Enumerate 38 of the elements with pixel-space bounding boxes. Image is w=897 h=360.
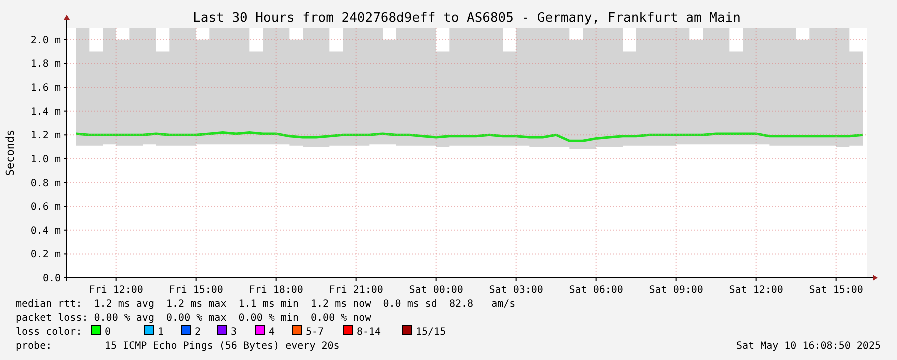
y-tick-label: 1.6 m bbox=[30, 83, 61, 94]
chart-title: Last 30 Hours from 2402768d9eff to AS6805 - Germany, Frankfurt am Main bbox=[193, 11, 741, 26]
line-series bbox=[75, 132, 864, 142]
y-tick-label: 1.8 m bbox=[30, 59, 61, 70]
text: 15/15 bbox=[416, 327, 446, 338]
y-tick-label: 2.0 m bbox=[30, 35, 61, 46]
text: packet loss: 0.00 % avg 0.00 % max 0.00 % min 0.00 % now bbox=[16, 313, 372, 324]
x-tick-label: Sat 15:00 bbox=[809, 285, 864, 296]
x-tick-label: Sat 03:00 bbox=[489, 285, 544, 296]
text: 1 bbox=[158, 327, 164, 338]
x-tick-label: Fri 21:00 bbox=[329, 285, 384, 296]
text: 3 bbox=[231, 327, 238, 338]
text: 4 bbox=[269, 327, 276, 338]
x-tick-label: Fri 18:00 bbox=[249, 285, 304, 296]
y-tick-label: 0.2 m bbox=[30, 250, 61, 261]
text: 15 ICMP Echo Pings (56 Bytes) every 20s bbox=[105, 341, 340, 352]
y-tick-label: 0.0 bbox=[42, 274, 61, 284]
y-tick-label: 0.8 m bbox=[30, 178, 61, 190]
text: 0 bbox=[105, 327, 112, 338]
text: 5-7 bbox=[306, 327, 324, 338]
y-axis-title: Seconds bbox=[4, 130, 17, 176]
x-tick-label: Sat 06:00 bbox=[569, 285, 624, 296]
text: 2 bbox=[195, 327, 202, 338]
text: 8-14 bbox=[357, 327, 382, 338]
y-tick-label: 1.4 m bbox=[30, 106, 61, 118]
text: Sat May 10 16:08:50 2025 bbox=[736, 341, 881, 352]
y-tick-label: 0.4 m bbox=[30, 226, 61, 237]
x-tick-label: Sat 09:00 bbox=[649, 285, 704, 296]
x-tick-label: Sat 12:00 bbox=[729, 285, 784, 296]
y-tick-label: 0.6 m bbox=[30, 202, 61, 214]
text: median rtt: 1.2 ms avg 1.2 ms max 1.1 ms min 1.2 ms now 0.0 ms sd 82.8 am/s bbox=[16, 299, 516, 310]
x-tick-label: Sat 00:00 bbox=[409, 285, 464, 296]
text: loss color: bbox=[16, 327, 82, 338]
text: probe: bbox=[16, 341, 52, 352]
x-tick-label: Fri 15:00 bbox=[169, 285, 224, 296]
y-tick-label: 1.2 m bbox=[30, 130, 61, 142]
x-tick-label: Fri 12:00 bbox=[89, 285, 144, 296]
y-tick-label: 1.0 m bbox=[30, 154, 61, 166]
